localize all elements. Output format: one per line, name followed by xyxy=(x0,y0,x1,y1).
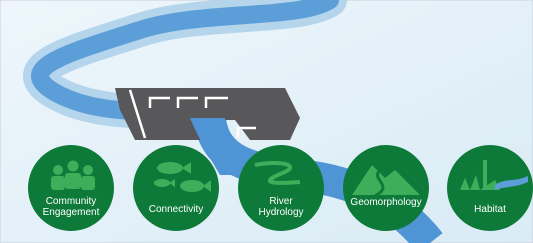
label-line: River xyxy=(269,196,293,207)
label-line: Geomorphology xyxy=(350,197,421,208)
label: Habitat xyxy=(474,204,506,215)
illustration: CommunityEngagement Connectivity RiverHy… xyxy=(0,0,533,243)
label-line: Habitat xyxy=(474,204,506,215)
label-line: Community xyxy=(46,196,97,207)
label-line: Connectivity xyxy=(149,204,203,215)
label-line: Engagement xyxy=(43,207,100,218)
page: CommunityEngagement Connectivity RiverHy… xyxy=(0,0,533,243)
label: Geomorphology xyxy=(350,197,421,208)
label: Connectivity xyxy=(149,204,203,215)
circle xyxy=(238,145,324,231)
label-line: Hydrology xyxy=(258,207,303,218)
